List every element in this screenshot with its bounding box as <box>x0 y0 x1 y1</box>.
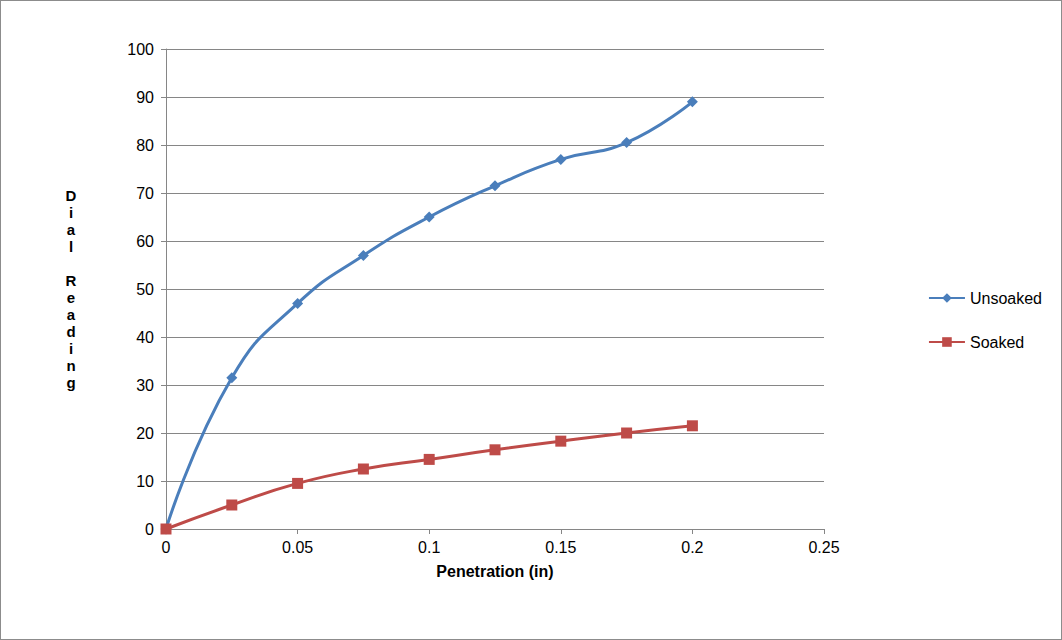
svg-text:40: 40 <box>136 329 154 346</box>
svg-text:70: 70 <box>136 185 154 202</box>
svg-text:D: D <box>66 187 77 204</box>
svg-text:50: 50 <box>136 281 154 298</box>
svg-text:Soaked: Soaked <box>970 334 1024 351</box>
svg-text:0.05: 0.05 <box>282 539 313 556</box>
svg-text:30: 30 <box>136 377 154 394</box>
svg-text:e: e <box>67 289 75 306</box>
svg-text:l: l <box>69 238 73 255</box>
svg-text:0: 0 <box>162 539 171 556</box>
svg-text:0.15: 0.15 <box>545 539 576 556</box>
svg-text:60: 60 <box>136 233 154 250</box>
svg-text:Penetration (in): Penetration (in) <box>436 563 553 580</box>
svg-text:a: a <box>67 306 76 323</box>
svg-text:100: 100 <box>127 41 154 58</box>
svg-text:i: i <box>69 340 73 357</box>
svg-text:0: 0 <box>145 521 154 538</box>
svg-text:Unsoaked: Unsoaked <box>970 290 1042 307</box>
svg-text:n: n <box>66 357 75 374</box>
svg-text:R: R <box>66 272 77 289</box>
svg-text:20: 20 <box>136 425 154 442</box>
svg-text:10: 10 <box>136 473 154 490</box>
svg-text:90: 90 <box>136 89 154 106</box>
svg-text:a: a <box>67 221 76 238</box>
svg-text:0.25: 0.25 <box>808 539 839 556</box>
svg-text:80: 80 <box>136 137 154 154</box>
svg-text:0.2: 0.2 <box>681 539 703 556</box>
svg-text:i: i <box>69 204 73 221</box>
svg-text:g: g <box>66 374 75 391</box>
svg-text:0.1: 0.1 <box>418 539 440 556</box>
svg-text:d: d <box>66 323 75 340</box>
